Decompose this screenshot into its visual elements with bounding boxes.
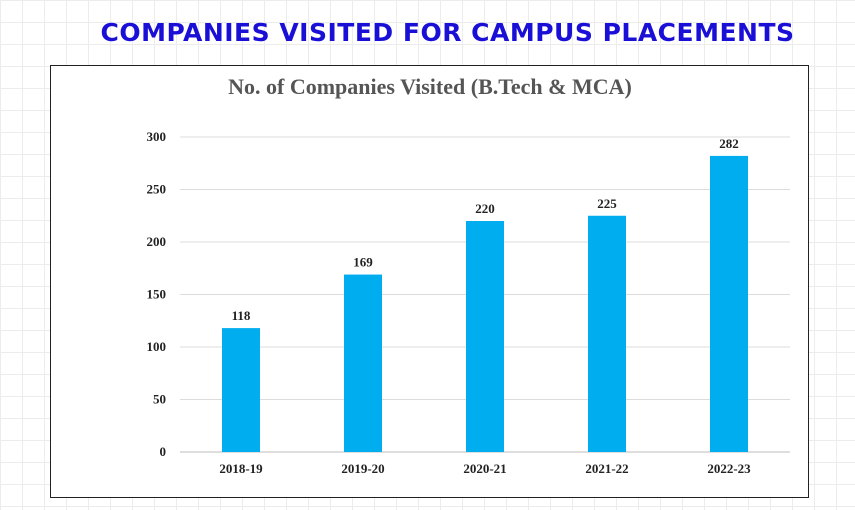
data-label: 282 — [719, 136, 739, 151]
x-tick-label: 2019-20 — [341, 461, 384, 476]
y-tick-label: 0 — [160, 444, 167, 459]
y-tick-label: 150 — [147, 287, 167, 302]
data-label: 169 — [353, 255, 373, 270]
bar — [588, 215, 626, 452]
data-label: 225 — [597, 196, 617, 211]
data-label: 118 — [232, 308, 251, 323]
bar — [710, 155, 748, 452]
bar — [222, 328, 260, 452]
page-title: COMPANIES VISITED FOR CAMPUS PLACEMENTS — [100, 18, 795, 47]
x-tick-label: 2018-19 — [219, 461, 263, 476]
y-tick-label: 250 — [147, 182, 167, 197]
y-tick-label: 50 — [153, 392, 166, 407]
data-label: 220 — [475, 201, 495, 216]
y-tick-label: 100 — [147, 339, 167, 354]
x-tick-label: 2021-22 — [585, 461, 628, 476]
bar — [466, 221, 504, 452]
chart-title: No. of Companies Visited (B.Tech & MCA) — [228, 74, 632, 99]
bar — [344, 274, 382, 452]
x-tick-label: 2022-23 — [707, 461, 751, 476]
y-tick-label: 200 — [147, 234, 167, 249]
y-tick-label: 300 — [147, 129, 167, 144]
x-tick-label: 2020-21 — [463, 461, 506, 476]
